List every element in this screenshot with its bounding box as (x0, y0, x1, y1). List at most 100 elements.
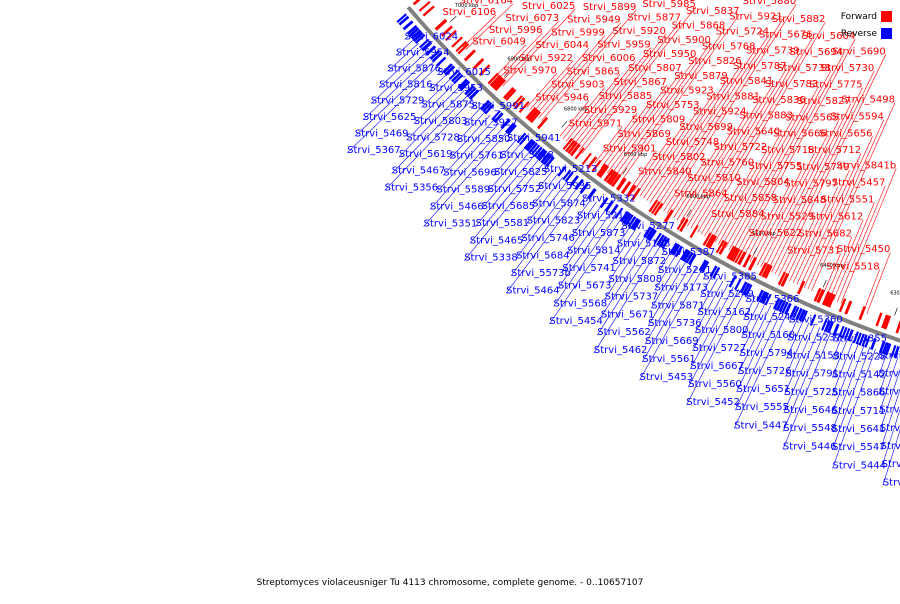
scale-tick (450, 16, 457, 22)
gene-label: Strvi_5803 (414, 116, 468, 127)
forward-gene-block (737, 251, 747, 266)
forward-gene-block (518, 101, 530, 113)
forward-gene-block (858, 306, 866, 321)
gene-label: Strvi_5188 (617, 239, 671, 250)
label-leader-line (597, 112, 638, 166)
label-leader-line (612, 228, 636, 265)
label-leader-line (666, 174, 692, 214)
gene-label: Strvi_5874 (532, 198, 586, 209)
label-leader-line (700, 275, 713, 298)
label-leader-line (866, 251, 891, 314)
gene-label: Strvi_5791 (785, 369, 839, 380)
gene-label: Strvi_5142 (832, 370, 886, 381)
reverse-gene-block (398, 15, 410, 26)
gene-label: Strvi_5684 (516, 250, 570, 261)
gene-label: Strvi_5685 (482, 201, 536, 212)
reverse-gene-block (701, 261, 710, 273)
gene-label: Strvi_5452 (686, 397, 740, 408)
gene-label: Strvi_5454 (549, 316, 603, 327)
forward-gene-block (777, 271, 787, 286)
gene-label: Strvi_5927 (464, 117, 518, 128)
label-leader-line (878, 352, 888, 377)
gene-label: Strvi_5736 (648, 318, 702, 329)
label-leader-line (829, 219, 864, 300)
label-leader-line (346, 64, 440, 154)
label-leader-line (690, 286, 734, 370)
gene-label: Strvi_5946 (536, 93, 590, 104)
reverse-gene-block (459, 80, 471, 92)
gene-label: Strvi_5935 (538, 181, 592, 192)
gene-label: Strvi_5581 (476, 218, 530, 229)
gene-label: Strvi_5850 (457, 134, 511, 145)
gene-label: Strvi_5753 (646, 100, 700, 111)
label-leader-line (714, 149, 768, 243)
label-leader-line (704, 196, 728, 237)
gene-label: Strvi_5450 (837, 244, 891, 255)
reverse-gene-block (795, 307, 803, 320)
forward-gene-block (606, 170, 617, 184)
label-leader-line (811, 102, 896, 292)
gene-label: Strvi_5752 (488, 184, 542, 195)
gene-label: Strvi_5841 (720, 76, 774, 87)
reverse-gene-block (431, 52, 443, 63)
gene-label: Strvi_5783 (765, 79, 819, 90)
label-leader-line (656, 34, 770, 208)
label-leader-line (831, 340, 854, 396)
label-leader-line (736, 307, 777, 393)
gene-label: Strvi_5356 (385, 182, 439, 193)
gene-label: Strvi_5872 (613, 256, 667, 267)
gene-label: Strvi_5836 (752, 95, 806, 106)
label-leader-line (822, 253, 841, 296)
gene-label: Strvi_5385 (703, 271, 757, 282)
label-leader-line (616, 28, 726, 181)
gene-label: Strvi_5447 (734, 420, 788, 431)
reverse-gene-block (846, 329, 854, 342)
reverse-gene-block (614, 207, 624, 219)
map-caption: Streptomyces violaceusniger Tu 4113 chro… (256, 578, 644, 588)
reverse-gene-block (425, 45, 437, 56)
gene-label: Strvi_5794 (740, 348, 794, 359)
reverse-gene-block (408, 27, 420, 38)
reverse-gene-block (493, 112, 504, 124)
gene-label: Strvi_6073 (505, 13, 559, 24)
label-leader-line (481, 150, 531, 210)
reverse-gene-block (604, 200, 614, 212)
reverse-gene-block (858, 333, 865, 346)
gene-label: Strvi_5809 (632, 115, 686, 126)
reverse-gene-block (890, 345, 897, 358)
gene-label: Strvi_5991 (471, 101, 525, 112)
gene-label: Strvi_5338 (464, 253, 518, 264)
label-leader-line (391, 94, 469, 174)
label-leader-line (526, 176, 564, 224)
gene-label: Strvi_5529 (761, 212, 815, 223)
label-leader-line (831, 346, 871, 451)
gene-label: Strvi_6106 (443, 7, 497, 18)
reverse-gene-block (685, 251, 694, 264)
label-leader-line (743, 297, 756, 320)
label-leader-line (649, 64, 742, 203)
gene-label: Strvi_5787 (733, 61, 787, 72)
label-leader-line (831, 344, 865, 433)
forward-gene-block (608, 172, 619, 186)
label-leader-line (643, 93, 714, 199)
gene-label: Strvi_5722 (714, 142, 768, 153)
gene-label: Strvi_5739 (746, 45, 800, 56)
reverse-gene-block (709, 265, 718, 278)
label-leader-line (688, 289, 740, 388)
label-leader-line (800, 153, 862, 287)
label-leader-line (398, 90, 465, 158)
reverse-gene-block (775, 298, 784, 311)
label-leader-line (384, 98, 473, 191)
gene-label: Strvi_5548 (783, 423, 837, 434)
gene-label: Strvi_5826 (688, 56, 742, 67)
label-leader-line (557, 212, 612, 289)
forward-gene-block (821, 291, 831, 306)
gene-label: Strvi_5555 (735, 402, 789, 413)
label-leader-line (639, 108, 700, 197)
legend-forward-swatch (881, 11, 892, 22)
label-leader-line (650, 257, 682, 309)
label-leader-line (578, 20, 682, 152)
gene-label: Strvi_6025 (522, 1, 576, 12)
label-leader-line (764, 120, 840, 269)
